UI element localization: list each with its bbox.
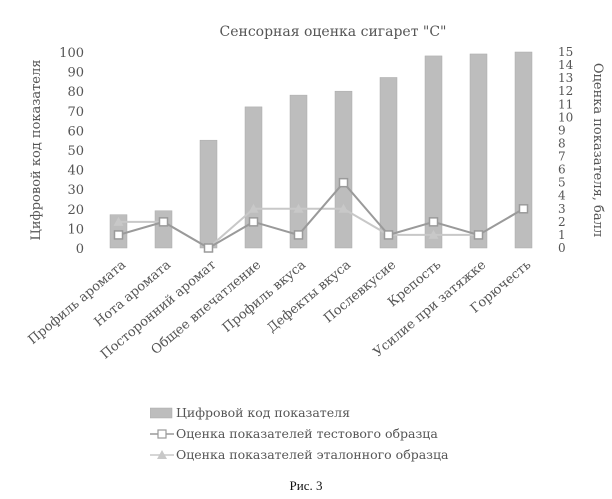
chart-title: Сенсорная оценка сигарет "С" bbox=[219, 24, 446, 40]
y-tick-label: 90 bbox=[67, 66, 84, 81]
series-line bbox=[119, 209, 524, 248]
legend-swatch-bars bbox=[150, 407, 174, 419]
y2-tick-label: 10 bbox=[558, 110, 573, 124]
data-point-test bbox=[250, 218, 258, 226]
data-point-test bbox=[115, 231, 123, 239]
line-series bbox=[114, 179, 529, 252]
y2-tick-label: 1 bbox=[558, 228, 566, 242]
legend-label-bars: Цифровой код показателя bbox=[176, 405, 350, 420]
bar bbox=[335, 91, 352, 248]
bar bbox=[200, 140, 217, 248]
bar bbox=[245, 107, 262, 248]
legend: Цифровой код показателя Оценка показател… bbox=[150, 402, 449, 465]
legend-swatch-reference bbox=[150, 449, 174, 461]
data-point-test bbox=[160, 218, 168, 226]
y2-tick-label: 0 bbox=[558, 241, 566, 255]
data-point-test bbox=[520, 205, 528, 213]
y2-tick-label: 11 bbox=[558, 97, 573, 111]
y2-tick-label: 15 bbox=[558, 45, 573, 59]
data-point-test bbox=[340, 179, 348, 187]
data-point-test bbox=[430, 218, 438, 226]
y-tick-label: 30 bbox=[67, 183, 84, 198]
legend-swatch-test bbox=[150, 428, 174, 440]
bar bbox=[290, 95, 307, 248]
series-line bbox=[119, 183, 524, 248]
y-tick-label: 70 bbox=[67, 105, 84, 120]
bar-series bbox=[110, 52, 532, 248]
y2-tick-label: 6 bbox=[558, 163, 566, 177]
data-point-test bbox=[295, 231, 303, 239]
chart-frame: Сенсорная оценка сигарет "С" Цифровой ко… bbox=[0, 0, 612, 474]
data-point-test bbox=[475, 231, 483, 239]
y2-tick-label: 13 bbox=[558, 71, 573, 85]
legend-item-test: Оценка показателей тестового образца bbox=[150, 423, 449, 444]
legend-label-reference: Оценка показателей эталонного образца bbox=[176, 447, 449, 462]
y-tick-label: 50 bbox=[67, 144, 84, 159]
y-tick-label: 100 bbox=[59, 46, 84, 61]
y2-tick-label: 9 bbox=[558, 123, 566, 137]
y2-tick-label: 5 bbox=[558, 176, 566, 190]
legend-item-reference: Оценка показателей эталонного образца bbox=[150, 444, 449, 465]
x-tick-label: Нота аромата bbox=[92, 257, 175, 330]
y-axis-ticks: 0 10 20 30 40 50 60 70 80 90 100 bbox=[59, 46, 84, 257]
bar bbox=[470, 54, 487, 248]
y2-tick-label: 3 bbox=[558, 202, 566, 216]
y-tick-label: 80 bbox=[67, 85, 84, 100]
legend-item-bars: Цифровой код показателя bbox=[150, 402, 449, 423]
y-axis-label: Цифровой код показателя bbox=[29, 60, 44, 241]
y2-tick-label: 7 bbox=[558, 150, 566, 164]
legend-label-test: Оценка показателей тестового образца bbox=[176, 426, 438, 441]
y2-tick-label: 14 bbox=[558, 58, 574, 72]
figure-caption: Рис. 3 bbox=[0, 478, 612, 494]
y2-axis-label: Оценка показателя, балл bbox=[590, 63, 605, 237]
y2-tick-label: 4 bbox=[558, 189, 566, 203]
bar bbox=[515, 52, 532, 248]
y-tick-label: 20 bbox=[67, 203, 84, 218]
y2-tick-label: 8 bbox=[558, 136, 566, 150]
y-tick-label: 0 bbox=[76, 242, 84, 257]
bar bbox=[155, 211, 172, 248]
x-axis-ticks: Профиль ароматаНота ароматаПосторонний а… bbox=[26, 257, 534, 362]
bar bbox=[380, 77, 397, 248]
y2-tick-label: 2 bbox=[558, 215, 566, 229]
y2-axis-ticks: 0123456789101112131415 bbox=[558, 45, 574, 255]
x-tick-label: Дефекты вкуса bbox=[265, 257, 355, 336]
y2-tick-label: 12 bbox=[558, 84, 573, 98]
data-point-test bbox=[385, 231, 393, 239]
y-tick-label: 10 bbox=[67, 222, 84, 237]
data-point-test bbox=[205, 244, 213, 252]
y-tick-label: 40 bbox=[67, 164, 84, 179]
y-tick-label: 60 bbox=[67, 124, 84, 139]
